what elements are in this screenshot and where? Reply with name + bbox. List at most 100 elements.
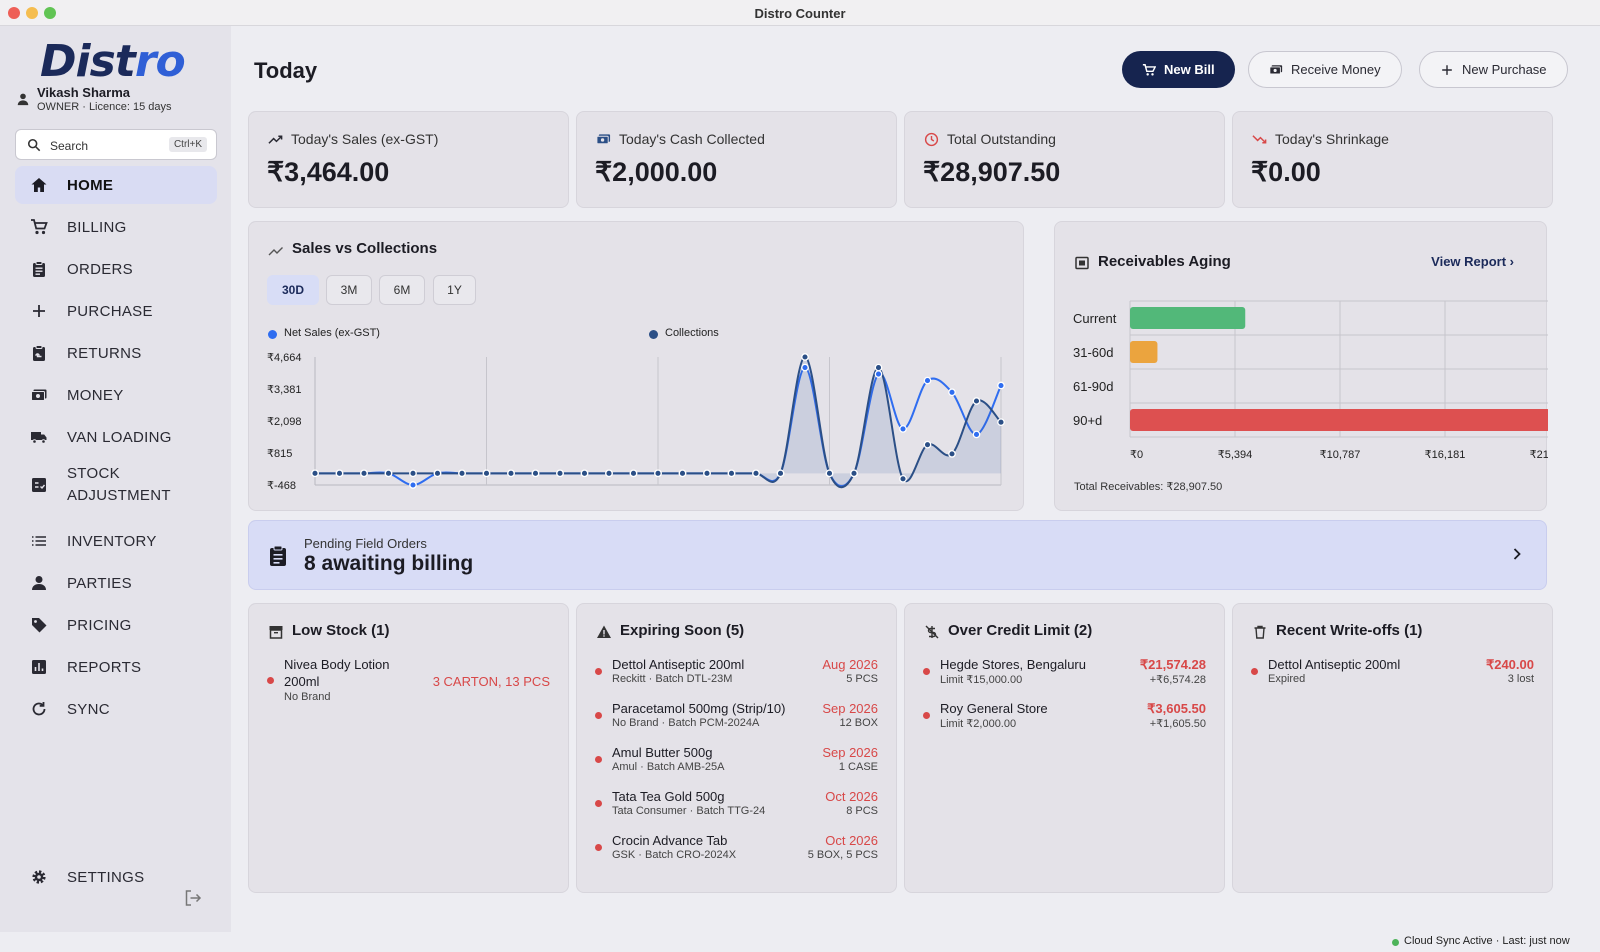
item-qty: 3 CARTON, 13 PCS: [432, 674, 550, 689]
nav-parties[interactable]: PARTIES: [15, 564, 217, 602]
status-dot: [595, 712, 602, 719]
nav-sync[interactable]: SYNC: [15, 690, 217, 728]
title-bar: Distro Counter: [0, 0, 1600, 26]
nav-pricing-label: PRICING: [67, 617, 132, 634]
cart-icon: [31, 219, 48, 235]
item-expiry: Sep 2026: [822, 745, 878, 760]
stat-value: ₹28,907.50: [923, 157, 1061, 187]
trending-up-icon: [268, 247, 283, 256]
category-label: 31-60d: [1073, 345, 1113, 360]
sync-icon: [32, 702, 46, 716]
collections-point: [825, 469, 834, 478]
net-sales-point: [948, 388, 956, 397]
net-sales-point: [801, 363, 809, 372]
receive-money-button[interactable]: Receive Money: [1248, 51, 1402, 88]
aging-bar: [1130, 341, 1158, 363]
collections-point: [899, 474, 907, 483]
stat-label: Total Outstanding: [947, 131, 1056, 147]
x-tick-label: ₹5,394: [1218, 449, 1253, 461]
plus-icon: [1442, 64, 1452, 75]
range-tab-6m[interactable]: 6M: [379, 275, 425, 305]
stock-adjustment-icon: [32, 478, 46, 492]
trending-down-icon: [1252, 135, 1267, 144]
legend-net-sales: Net Sales (ex-GST): [284, 327, 380, 339]
aging-title: Receivables Aging: [1098, 253, 1231, 270]
new-purchase-label: New Purchase: [1462, 62, 1547, 77]
low-stock-item[interactable]: Nivea Body Lotion 200ml No Brand 3 CARTO…: [267, 657, 550, 703]
net-sales-point: [923, 376, 932, 385]
nav-van-loading[interactable]: VAN LOADING: [15, 418, 217, 456]
expiring-item[interactable]: Crocin Advance Tab GSK · Batch CRO-2024X O…: [595, 833, 878, 873]
nav-van-loading-label: VAN LOADING: [67, 429, 172, 446]
collections-point: [580, 469, 589, 478]
credit-party-item[interactable]: Hegde Stores, Bengaluru Limit ₹15,000.00 ₹…: [923, 657, 1206, 697]
nav-returns[interactable]: RETURNS: [15, 334, 217, 372]
net-sales-point: [972, 430, 981, 439]
net-sales-point: [874, 370, 883, 378]
minimize-window-button[interactable]: [26, 7, 38, 19]
new-bill-button[interactable]: New Bill: [1122, 51, 1235, 88]
stat-label: Today's Sales (ex-GST): [291, 131, 439, 147]
sales-collections-card: Sales vs Collections 30D 3M 6M 1Y Net Sa…: [248, 221, 1024, 511]
plus-icon: [33, 305, 45, 317]
status-dot: [595, 800, 602, 807]
party-limit: Limit ₹15,000.00: [940, 674, 1023, 686]
item-qty: 5 BOX, 5 PCS: [807, 849, 878, 861]
window-title: Distro Counter: [754, 6, 846, 21]
stat-value: ₹0.00: [1251, 157, 1321, 187]
collections-point: [874, 363, 883, 372]
collections-point: [482, 469, 491, 478]
pending-field-orders-banner[interactable]: Pending Field Orders 8 awaiting billing: [248, 520, 1547, 590]
archive-icon: [269, 626, 283, 639]
item-qty: 12 BOX: [839, 717, 878, 729]
nav-inventory-label: INVENTORY: [67, 533, 157, 550]
collections-point: [752, 469, 760, 478]
low-stock-card: Low Stock (1) Nivea Body Lotion 200ml No…: [248, 603, 569, 893]
nav-billing[interactable]: BILLING: [15, 208, 217, 246]
search-input[interactable]: Search Ctrl+K: [15, 129, 217, 160]
party-limit: Limit ₹2,000.00: [940, 718, 1017, 730]
nav-reports[interactable]: REPORTS: [15, 648, 217, 686]
zoom-window-button[interactable]: [44, 7, 56, 19]
collections-point: [507, 469, 515, 478]
expiring-item[interactable]: Dettol Antiseptic 200ml Reckitt · Batch D…: [595, 657, 878, 697]
nav-inventory[interactable]: INVENTORY: [15, 522, 217, 560]
status-bar: Cloud Sync Active · Last: just now: [0, 932, 1600, 952]
item-name: Amul Butter 500g: [612, 745, 713, 760]
x-tick-label: ₹16,181: [1425, 449, 1466, 461]
credit-party-item[interactable]: Roy General Store Limit ₹2,000.00 ₹3,605.5…: [923, 701, 1206, 741]
writeoff-reason: Expired: [1268, 673, 1306, 685]
nav-settings[interactable]: SETTINGS: [15, 858, 217, 896]
party-over-amount: +₹6,574.28: [1149, 674, 1206, 686]
collections-point: [629, 469, 638, 478]
range-tab-1y[interactable]: 1Y: [433, 275, 476, 305]
net-sales-point: [409, 481, 417, 489]
nav-money[interactable]: MONEY: [15, 376, 217, 414]
writeoff-item[interactable]: Dettol Antiseptic 200ml Expired ₹240.00 3 l…: [1251, 657, 1534, 697]
nav-home[interactable]: HOME: [15, 166, 217, 204]
stat-value: ₹2,000.00: [595, 157, 718, 187]
collections-point: [850, 469, 858, 478]
nav-purchase[interactable]: PURCHASE: [15, 292, 217, 330]
range-tab-3m[interactable]: 3M: [326, 275, 372, 305]
new-bill-label: New Bill: [1164, 62, 1215, 77]
nav-stock-adjustment[interactable]: STOCK ADJUSTMENT: [15, 460, 217, 510]
nav-orders[interactable]: ORDERS: [15, 250, 217, 288]
user-name: Vikash Sharma: [37, 85, 130, 100]
stat-label: Today's Cash Collected: [619, 131, 765, 147]
expiring-item[interactable]: Amul Butter 500g Amul · Batch AMB-25A Sep …: [595, 745, 878, 785]
new-purchase-button[interactable]: New Purchase: [1419, 51, 1568, 88]
gear-icon: [32, 870, 46, 884]
close-window-button[interactable]: [8, 7, 20, 19]
item-qty: 5 PCS: [846, 673, 878, 685]
legend-collections: Collections: [665, 327, 719, 339]
expiring-item[interactable]: Tata Tea Gold 500g Tata Consumer · Batch …: [595, 789, 878, 829]
collections-point: [776, 469, 785, 478]
expiring-item[interactable]: Paracetamol 500mg (Strip/10) No Brand · B…: [595, 701, 878, 741]
view-report-link[interactable]: View Report ›: [1431, 254, 1514, 269]
nav-pricing[interactable]: PRICING: [15, 606, 217, 644]
item-expiry: Oct 2026: [825, 833, 878, 848]
logout-icon[interactable]: [183, 888, 203, 908]
range-tab-30d[interactable]: 30D: [267, 275, 319, 305]
distro-logo[interactable]: Distro: [40, 36, 186, 87]
